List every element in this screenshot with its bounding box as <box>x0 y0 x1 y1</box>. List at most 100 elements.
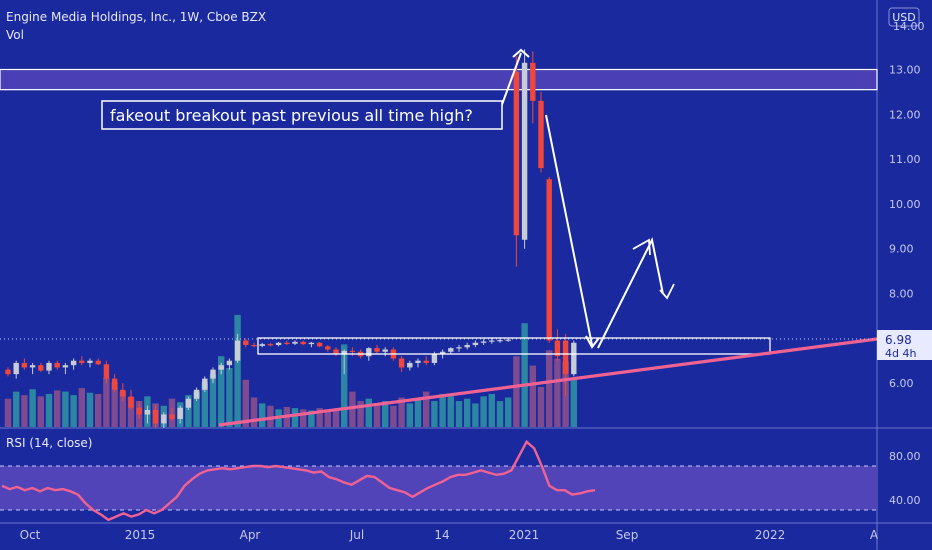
candle <box>472 340 479 348</box>
volume-bar <box>316 408 323 427</box>
candle-body <box>325 346 331 350</box>
rsi-tick-80: 80.00 <box>889 450 921 463</box>
annotation-box[interactable] <box>101 100 503 130</box>
candle-body <box>70 360 77 366</box>
candle-body <box>29 365 36 368</box>
volume-bar <box>521 323 528 427</box>
volume-bar <box>218 356 225 427</box>
volume-bar <box>529 365 536 427</box>
time-tick: Jul <box>349 528 364 542</box>
volume-bar <box>70 395 77 427</box>
candle <box>169 407 175 422</box>
volume-bar <box>37 396 44 427</box>
resistance-zone <box>0 68 878 91</box>
volume-bar <box>226 368 233 427</box>
candle <box>423 356 429 366</box>
candle-body <box>243 340 249 346</box>
volume-bar <box>127 397 135 427</box>
candle-body <box>169 414 175 419</box>
candle-body <box>38 365 44 371</box>
candle-body <box>546 179 552 341</box>
candle-body <box>448 348 454 352</box>
candle <box>382 347 388 357</box>
candle <box>464 342 470 350</box>
candle-body <box>530 62 536 101</box>
candle <box>21 358 28 370</box>
candle-body <box>5 369 11 375</box>
price-tick: 11.00 <box>889 153 921 166</box>
candle <box>554 329 561 361</box>
candle <box>456 345 462 352</box>
candle <box>210 367 216 384</box>
candle-body <box>349 350 356 353</box>
candle-body <box>46 362 52 371</box>
candle-body <box>571 342 577 375</box>
volume-bar <box>300 409 307 427</box>
time-tick: 14 <box>434 528 449 542</box>
volume-bar <box>95 393 102 427</box>
arrow-to-high-head <box>512 48 530 58</box>
volume-bar <box>267 405 274 427</box>
candle <box>562 333 569 397</box>
candle-body <box>95 360 101 365</box>
candle-body <box>103 364 110 379</box>
price-tick: 9.00 <box>889 243 914 256</box>
price-tick: 13.00 <box>889 64 921 77</box>
candle-body <box>538 100 544 169</box>
candle <box>202 376 208 393</box>
price-tick: 6.00 <box>889 377 914 390</box>
last-price-countdown: 4d 4h <box>885 347 916 360</box>
rsi-line <box>1 439 596 522</box>
candle <box>87 358 93 368</box>
candle-body <box>275 342 282 346</box>
consolidation-box <box>257 337 771 355</box>
volume-bar <box>570 379 577 427</box>
candle-body <box>374 348 380 352</box>
rsi-band-fill <box>0 466 877 510</box>
candle-body <box>521 62 528 240</box>
candle <box>407 360 413 371</box>
currency-button[interactable] <box>888 7 920 27</box>
candle-body <box>226 360 233 366</box>
volume-bar <box>209 373 217 427</box>
volume-bar <box>537 386 545 427</box>
candle-body <box>152 409 159 424</box>
volume-bar <box>201 382 208 427</box>
candle-body <box>62 365 69 368</box>
arrow-down-head <box>585 335 600 349</box>
projection-arrow-head-down <box>659 283 675 300</box>
candle <box>259 342 265 348</box>
candle-body <box>292 341 298 344</box>
candle <box>38 362 44 372</box>
candle-body <box>407 362 413 368</box>
candle <box>275 341 282 347</box>
candle-body <box>21 362 28 368</box>
volume-bar <box>341 344 348 427</box>
candle <box>374 345 380 354</box>
candle-body <box>128 396 134 408</box>
volume-bar <box>472 403 479 427</box>
candle-body <box>79 360 85 363</box>
candle <box>349 347 356 357</box>
candle-body <box>120 389 126 397</box>
candle-body <box>210 369 216 379</box>
volume-bar <box>546 350 553 427</box>
volume-bar <box>423 391 430 427</box>
volume-bar <box>447 396 454 427</box>
candle <box>546 177 552 343</box>
volume-bar <box>119 391 126 427</box>
volume-bar <box>513 356 520 427</box>
candle-body <box>136 407 142 415</box>
candle-body <box>333 349 339 354</box>
candle-body <box>177 407 183 419</box>
volume-bar <box>496 401 504 427</box>
volume-bar <box>4 398 12 427</box>
volume-bar <box>54 390 61 427</box>
candle-body <box>431 353 438 363</box>
volume-bar <box>365 398 372 427</box>
candle <box>152 405 159 428</box>
volume-bar <box>308 410 315 427</box>
candle-body <box>415 360 421 363</box>
candle-body <box>300 341 306 345</box>
